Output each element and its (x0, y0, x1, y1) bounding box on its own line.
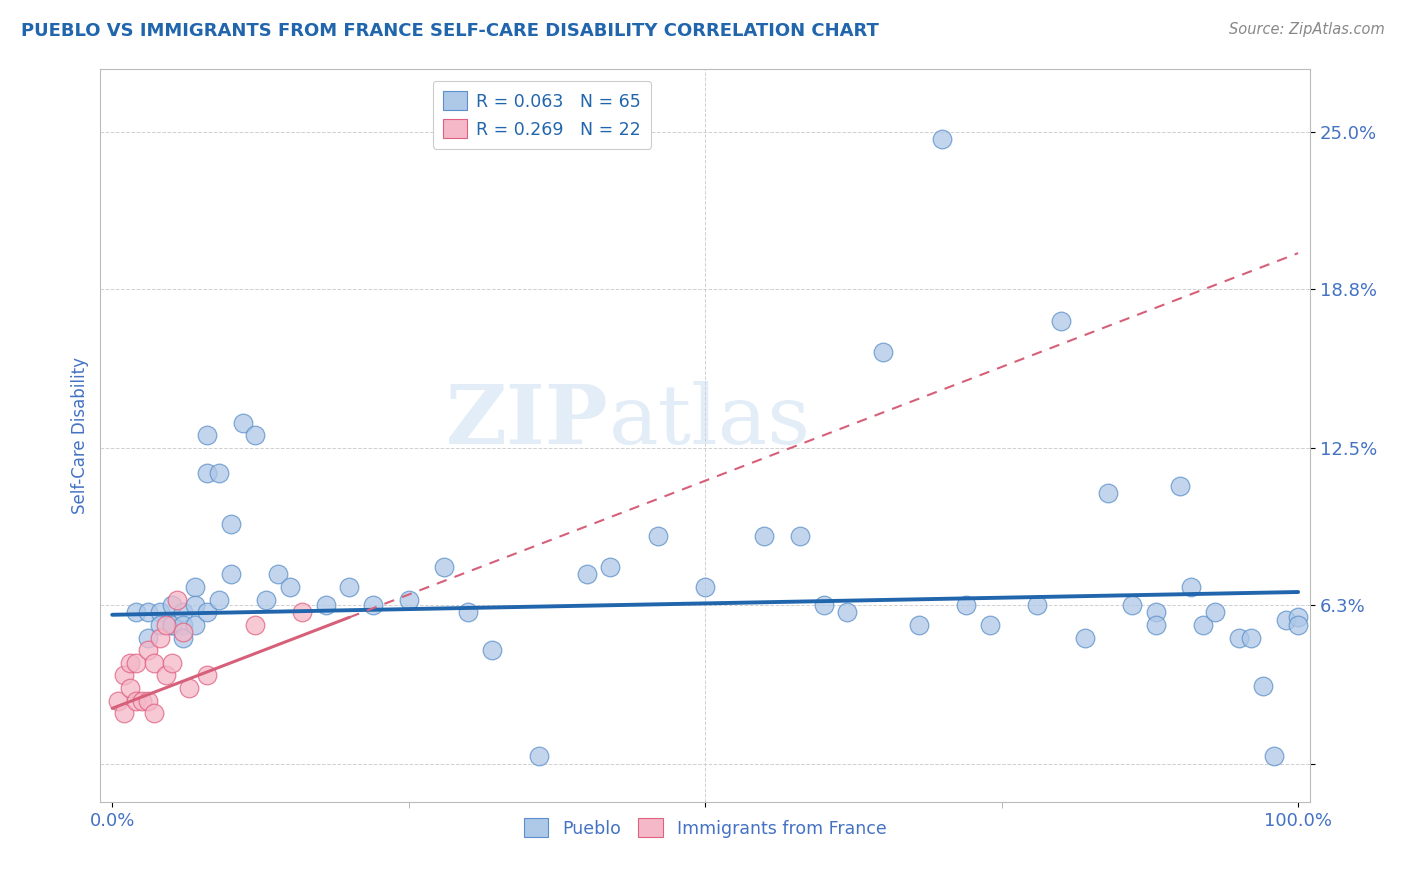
Text: ZIP: ZIP (446, 381, 609, 460)
Point (398, 592, 420, 607)
Point (647, 529, 669, 543)
Point (837, 605, 859, 619)
Point (125, 656, 148, 670)
Point (118, 681, 141, 695)
Point (136, 605, 159, 619)
Point (219, 516, 242, 531)
Point (107, 694, 129, 708)
Point (1050, 314, 1073, 328)
Point (160, 618, 183, 632)
Point (208, 466, 231, 480)
Point (527, 749, 550, 764)
Point (160, 618, 183, 632)
Point (575, 567, 598, 582)
Point (361, 598, 384, 612)
Point (172, 631, 194, 645)
Text: atlas: atlas (609, 381, 810, 460)
Point (1168, 479, 1191, 493)
Point (184, 598, 207, 612)
Point (166, 592, 188, 607)
Point (179, 681, 201, 695)
Point (1144, 618, 1167, 632)
Point (254, 592, 277, 607)
Point (291, 605, 314, 619)
Legend: Pueblo, Immigrants from France: Pueblo, Immigrants from France (517, 812, 893, 845)
Point (160, 598, 183, 612)
Point (695, 580, 717, 594)
Point (160, 656, 183, 670)
Point (931, 132, 953, 146)
Point (1073, 631, 1095, 645)
Point (955, 598, 977, 612)
Point (481, 643, 503, 657)
Point (1097, 486, 1119, 500)
Point (1286, 618, 1309, 632)
Point (149, 605, 172, 619)
Point (243, 618, 266, 632)
Point (125, 605, 148, 619)
Point (1026, 598, 1049, 612)
Point (208, 592, 231, 607)
Point (136, 643, 159, 657)
Point (155, 668, 177, 682)
Point (243, 428, 266, 442)
Point (433, 559, 456, 574)
Point (136, 631, 159, 645)
Point (1180, 580, 1202, 594)
Point (149, 618, 172, 632)
Point (267, 567, 290, 582)
Point (195, 466, 218, 480)
Point (1286, 610, 1309, 624)
Point (1240, 631, 1263, 645)
Point (337, 580, 360, 594)
Point (789, 529, 811, 543)
Point (1144, 605, 1167, 619)
Point (184, 580, 207, 594)
Point (1121, 598, 1143, 612)
Point (599, 559, 621, 574)
Point (112, 668, 135, 682)
Point (112, 706, 135, 721)
Point (172, 625, 194, 640)
Point (219, 567, 242, 582)
Point (136, 694, 159, 708)
Point (142, 656, 165, 670)
Point (315, 598, 337, 612)
Point (149, 631, 172, 645)
Point (457, 605, 479, 619)
Point (813, 598, 835, 612)
Point (155, 618, 177, 632)
Point (1251, 679, 1274, 693)
Point (172, 605, 194, 619)
Point (232, 416, 254, 430)
Point (172, 618, 194, 632)
Point (907, 618, 929, 632)
Point (184, 618, 207, 632)
Point (1192, 618, 1215, 632)
Point (1227, 631, 1250, 645)
Text: PUEBLO VS IMMIGRANTS FROM FRANCE SELF-CARE DISABILITY CORRELATION CHART: PUEBLO VS IMMIGRANTS FROM FRANCE SELF-CA… (21, 22, 879, 40)
Point (278, 580, 301, 594)
Point (872, 344, 894, 359)
Point (1263, 749, 1285, 764)
Point (754, 529, 776, 543)
Point (195, 668, 218, 682)
Point (118, 656, 141, 670)
Point (195, 428, 218, 442)
Point (1204, 605, 1226, 619)
Point (1275, 613, 1298, 627)
Y-axis label: Self-Care Disability: Self-Care Disability (72, 357, 89, 514)
Point (125, 694, 148, 708)
Point (979, 618, 1001, 632)
Text: Source: ZipAtlas.com: Source: ZipAtlas.com (1229, 22, 1385, 37)
Point (195, 605, 218, 619)
Point (131, 694, 153, 708)
Point (142, 706, 165, 721)
